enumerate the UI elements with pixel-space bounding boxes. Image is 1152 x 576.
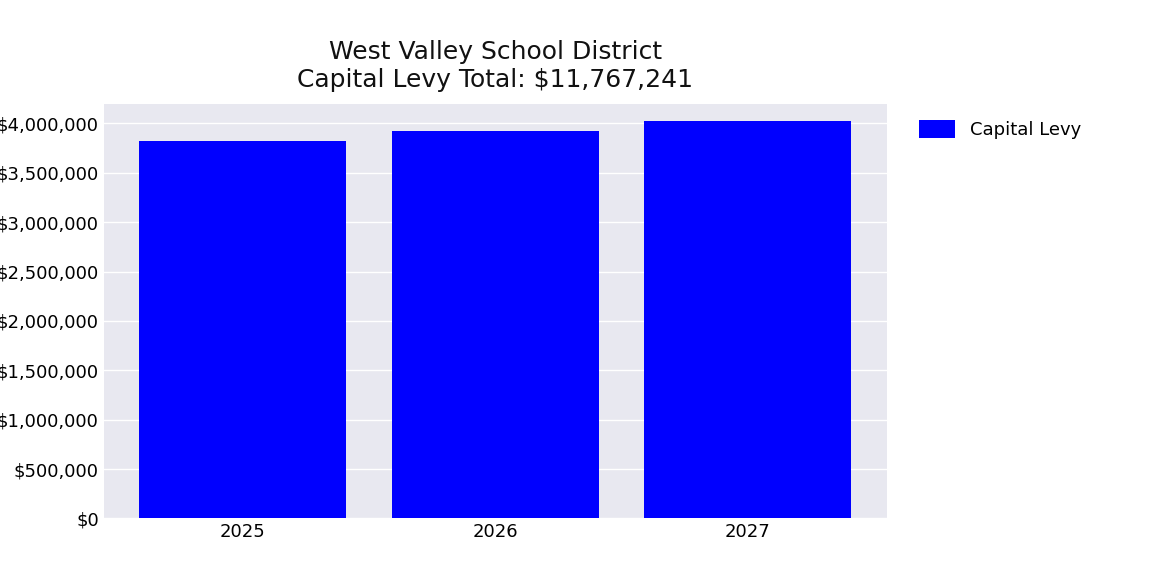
Title: West Valley School District
Capital Levy Total: $11,767,241: West Valley School District Capital Levy… xyxy=(297,40,694,92)
Legend: Capital Levy: Capital Levy xyxy=(911,113,1087,146)
Bar xyxy=(139,141,347,518)
Bar xyxy=(392,131,599,518)
Bar xyxy=(644,122,851,518)
